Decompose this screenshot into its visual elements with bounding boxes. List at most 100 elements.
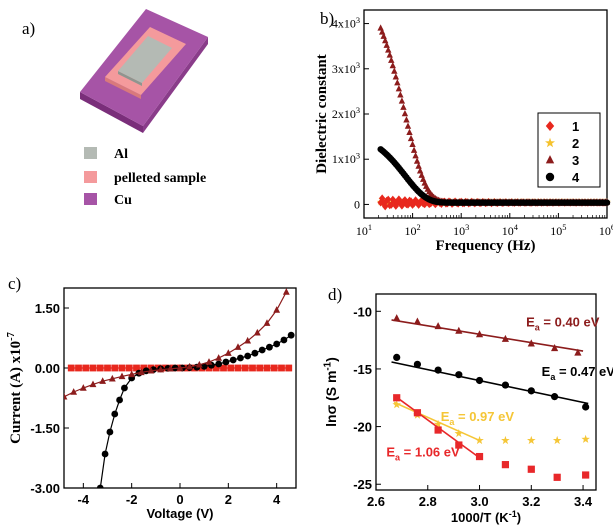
y-tick-label: 3x103 — [332, 61, 360, 76]
data-point — [263, 319, 271, 326]
series-1 — [96, 331, 295, 488]
data-point — [249, 364, 256, 372]
data-point — [455, 441, 463, 449]
data-point — [258, 346, 266, 354]
series-line — [64, 291, 287, 398]
cu-base-side — [80, 92, 143, 133]
sample-layer-side — [105, 77, 141, 99]
x-axis-label: Frequency (Hz) — [435, 238, 535, 254]
series-2: Ea = 0.97 eV — [392, 400, 590, 445]
data-point — [455, 371, 463, 379]
data-point — [501, 334, 510, 342]
y-axis-label: Dielectric constant — [314, 54, 330, 174]
data-point — [285, 364, 293, 372]
x-tick-label: 4 — [273, 492, 281, 507]
y-tick-label: 1.50 — [35, 301, 60, 316]
data-point — [582, 471, 590, 479]
data-point — [82, 364, 90, 372]
data-point — [397, 91, 404, 98]
data-point — [398, 97, 406, 104]
series-1: Ea = 0.47 eV — [391, 353, 613, 411]
data-point — [101, 450, 109, 458]
data-point — [251, 349, 259, 357]
series-line — [99, 334, 292, 488]
data-point — [407, 197, 415, 206]
data-point — [64, 392, 68, 400]
x-tick-label: 2.8 — [419, 494, 437, 509]
y-tick-label: -10 — [353, 304, 372, 319]
data-point — [391, 67, 398, 74]
x-tick-label: 3.0 — [470, 494, 488, 509]
data-point — [574, 348, 582, 356]
data-point — [70, 388, 78, 395]
series-3: Ea = 1.06 eV — [386, 394, 590, 481]
data-point — [128, 370, 136, 378]
data-point — [234, 343, 242, 350]
y-tick-label: -25 — [353, 477, 372, 492]
data-point — [244, 336, 252, 344]
panel-label-b: b) — [320, 9, 334, 28]
data-point — [404, 122, 412, 129]
x-axis-label: 1000/T (K-1) — [451, 509, 521, 525]
data-point — [266, 343, 273, 351]
data-point — [140, 364, 148, 372]
data-point — [111, 364, 119, 372]
data-point — [475, 330, 484, 338]
y-axis-label: lnσ (S m-1) — [322, 357, 339, 427]
data-point — [413, 317, 422, 325]
x-tick-label: 101 — [356, 223, 372, 238]
legend-marker — [545, 172, 555, 182]
data-point — [205, 364, 213, 372]
data-point — [527, 435, 536, 445]
y-tick-label: 4x103 — [332, 16, 360, 31]
y-tick-label: -1.50 — [30, 421, 60, 436]
x-tick-label: 0 — [176, 492, 183, 507]
legend: 1 2 3 4 — [537, 112, 601, 188]
data-point — [75, 364, 82, 372]
al-layer-side — [118, 71, 142, 86]
fit-line — [393, 401, 480, 442]
data-point — [413, 409, 422, 417]
data-point — [220, 364, 227, 372]
data-point — [125, 364, 133, 372]
data-point — [475, 376, 484, 385]
data-point — [99, 377, 107, 384]
data-point — [205, 358, 213, 365]
y-tick-label: 2x103 — [332, 106, 360, 121]
x-tick-label: 105 — [550, 223, 566, 238]
data-point — [186, 362, 194, 370]
schematic-legend: Al pelleted sample Cu — [84, 147, 206, 208]
x-tick-label: -2 — [126, 492, 138, 507]
plot-frame — [375, 293, 597, 491]
data-point — [412, 152, 419, 159]
data-point — [133, 364, 140, 372]
data-point — [434, 322, 442, 330]
data-point — [381, 37, 389, 44]
data-point — [273, 306, 281, 313]
data-point — [142, 367, 150, 375]
legend-marker — [545, 120, 555, 132]
data-point — [394, 79, 401, 86]
data-point — [278, 364, 285, 372]
dielectric-chart: 101 102 103 104 105 106 0 1x103 2x103 3x103 4x103 F… — [314, 9, 613, 254]
data-point — [385, 46, 392, 53]
data-point — [393, 394, 401, 402]
data-point — [475, 452, 484, 461]
y-tick-label: -15 — [353, 362, 372, 377]
data-point — [256, 364, 264, 372]
x-axis-label: Voltage (V) — [147, 506, 214, 521]
data-point — [412, 196, 419, 204]
data-point — [118, 372, 126, 380]
y-tick-label: -20 — [353, 420, 372, 435]
data-point — [377, 24, 384, 31]
data-point — [381, 202, 389, 211]
data-point — [434, 366, 442, 374]
data-point — [195, 360, 203, 368]
data-point — [434, 426, 442, 434]
x-tick-label: 106 — [599, 223, 613, 238]
data-point — [215, 360, 223, 368]
x-tick-label: 3.4 — [574, 494, 593, 509]
data-point — [501, 435, 510, 445]
data-point — [407, 134, 415, 142]
legend-swatch-al — [84, 147, 97, 159]
